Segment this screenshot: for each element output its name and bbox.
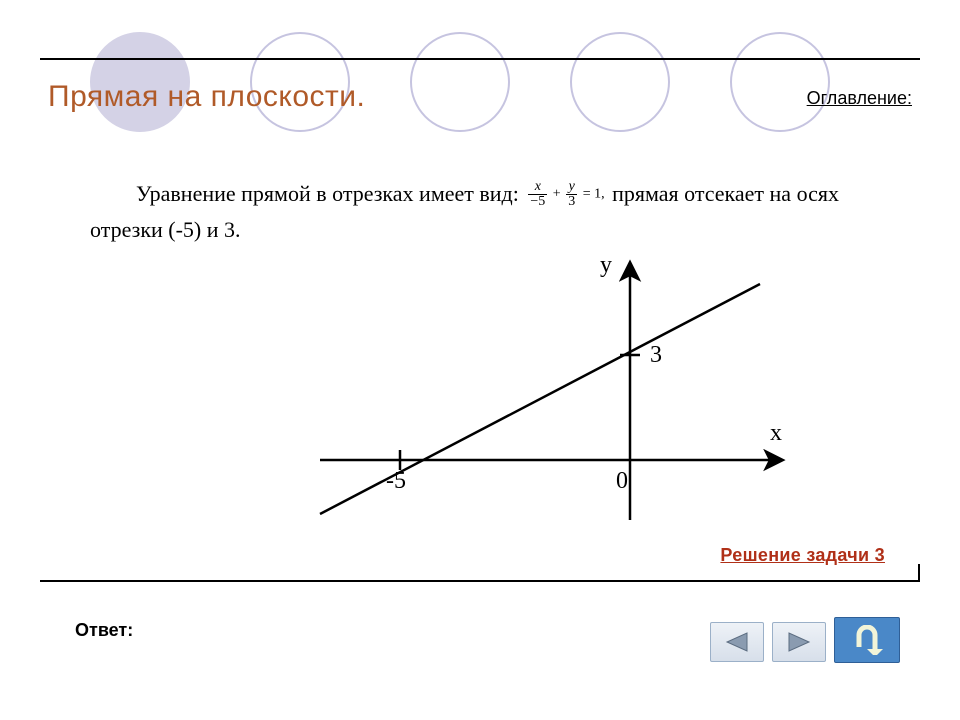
footer-rule	[40, 580, 920, 596]
y-axis-label: y	[600, 252, 612, 279]
page-title: Прямая на плоскости.	[48, 80, 365, 114]
u-turn-icon	[847, 625, 887, 655]
equation-intercept-form: x−5 + y3 = 1,	[526, 180, 604, 209]
paragraph-pre: Уравнение прямой в отрезках имеет вид:	[136, 181, 519, 206]
decor-circle	[410, 32, 510, 132]
origin-label: 0	[616, 468, 628, 495]
header-rule	[40, 58, 920, 60]
x-axis-label: x	[770, 420, 782, 447]
toc-link[interactable]: Оглавление:	[807, 88, 912, 109]
triangle-left-icon	[723, 631, 751, 653]
next-button[interactable]	[772, 622, 826, 662]
triangle-right-icon	[785, 631, 813, 653]
prev-button[interactable]	[710, 622, 764, 662]
solution-link[interactable]: Решение задачи 3	[720, 545, 885, 566]
nav-controls	[710, 620, 900, 663]
decor-circle	[570, 32, 670, 132]
decor-circle	[730, 32, 830, 132]
explanation-paragraph: Уравнение прямой в отрезках имеет вид: x…	[90, 176, 890, 248]
coordinate-plot: y x 0 -5 3	[300, 250, 800, 530]
x-tick-label: -5	[386, 468, 406, 495]
y-tick-label: 3	[650, 342, 662, 369]
return-button[interactable]	[834, 617, 900, 663]
answer-label: Ответ:	[75, 620, 133, 641]
